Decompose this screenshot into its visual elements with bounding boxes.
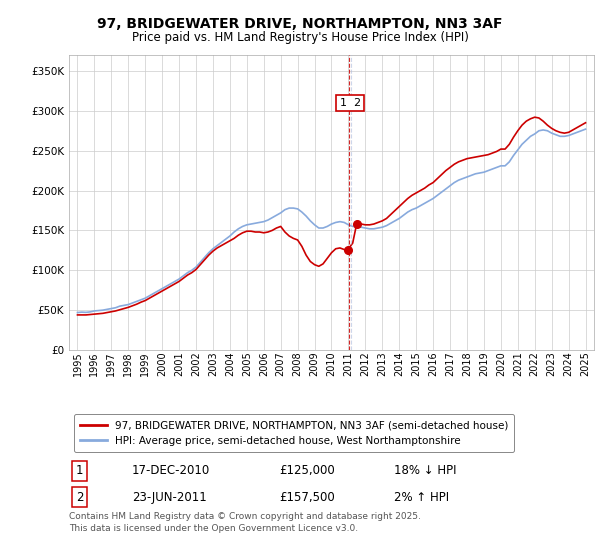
- Text: Price paid vs. HM Land Registry's House Price Index (HPI): Price paid vs. HM Land Registry's House …: [131, 31, 469, 44]
- Text: £125,000: £125,000: [279, 464, 335, 478]
- Text: 17-DEC-2010: 17-DEC-2010: [132, 464, 210, 478]
- Text: 1  2: 1 2: [340, 98, 361, 108]
- Legend: 97, BRIDGEWATER DRIVE, NORTHAMPTON, NN3 3AF (semi-detached house), HPI: Average : 97, BRIDGEWATER DRIVE, NORTHAMPTON, NN3 …: [74, 414, 514, 452]
- Text: 97, BRIDGEWATER DRIVE, NORTHAMPTON, NN3 3AF: 97, BRIDGEWATER DRIVE, NORTHAMPTON, NN3 …: [97, 17, 503, 31]
- Text: 1: 1: [76, 464, 83, 478]
- Text: 18% ↓ HPI: 18% ↓ HPI: [395, 464, 457, 478]
- Text: £157,500: £157,500: [279, 491, 335, 503]
- Text: Contains HM Land Registry data © Crown copyright and database right 2025.
This d: Contains HM Land Registry data © Crown c…: [69, 512, 421, 533]
- Text: 23-JUN-2011: 23-JUN-2011: [132, 491, 207, 503]
- Text: 2: 2: [76, 491, 83, 503]
- Text: 2% ↑ HPI: 2% ↑ HPI: [395, 491, 449, 503]
